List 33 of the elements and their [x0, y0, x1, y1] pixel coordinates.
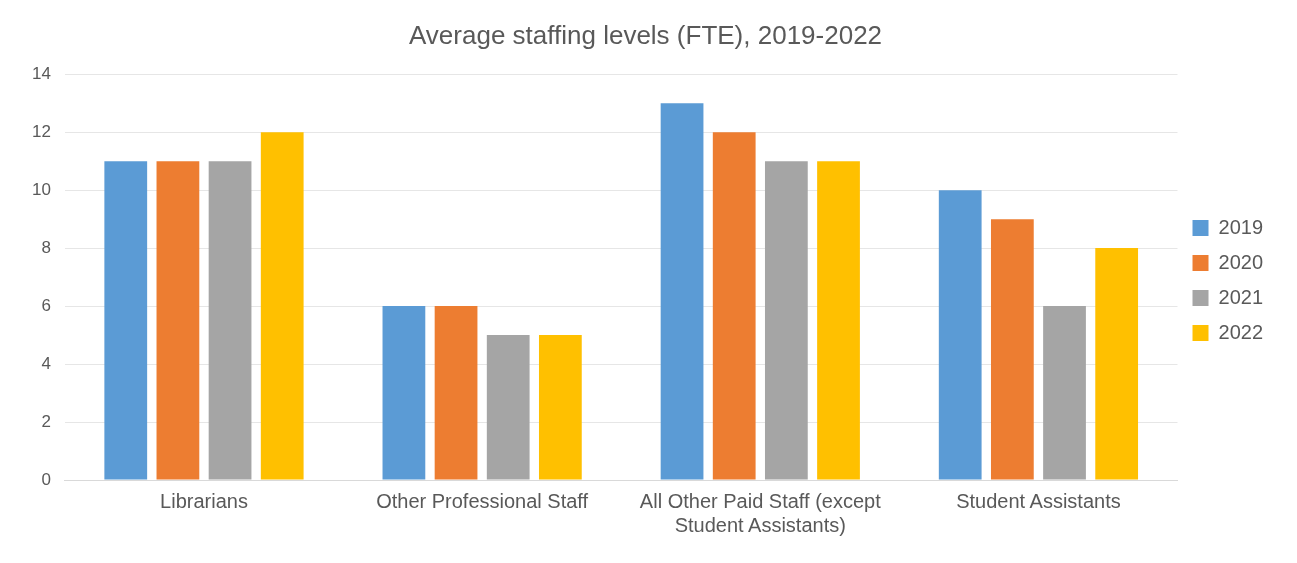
- bar: [104, 161, 148, 480]
- y-tick-label: 6: [41, 295, 51, 315]
- y-tick-label: 12: [31, 121, 51, 141]
- y-tick-label: 2: [41, 411, 51, 431]
- x-tick-label: Other Professional Staff: [376, 489, 589, 512]
- bar: [434, 306, 478, 480]
- bar: [208, 161, 252, 480]
- legend-label: 2020: [1218, 250, 1264, 273]
- bar: [817, 161, 860, 480]
- legend-label: 2022: [1218, 320, 1264, 343]
- y-tick-label: 0: [41, 469, 51, 489]
- x-tick-label: Librarians: [160, 489, 248, 512]
- bar: [156, 161, 200, 480]
- chart-title: Average staffing levels (FTE), 2019-2022: [408, 19, 883, 50]
- legend-label: 2019: [1218, 215, 1264, 238]
- bar: [938, 190, 982, 480]
- bar: [764, 161, 808, 480]
- x-tick-label: All Other Paid Staff (except Student Assistants): [639, 489, 882, 536]
- x-tick-label: Student Assistants: [956, 489, 1121, 512]
- bar: [538, 335, 582, 480]
- bar: [486, 335, 530, 480]
- y-tick-label: 8: [41, 237, 51, 257]
- y-tick-label: 14: [31, 63, 51, 83]
- bar: [260, 132, 304, 480]
- y-tick-label: 4: [41, 353, 51, 373]
- bar: [660, 103, 704, 480]
- y-tick-label: 10: [31, 179, 51, 199]
- bar: [990, 219, 1034, 480]
- bar: [382, 306, 426, 480]
- bar: [712, 132, 756, 480]
- legend-label: 2021: [1218, 285, 1264, 308]
- bar: [1095, 248, 1139, 480]
- bar: [1043, 306, 1086, 480]
